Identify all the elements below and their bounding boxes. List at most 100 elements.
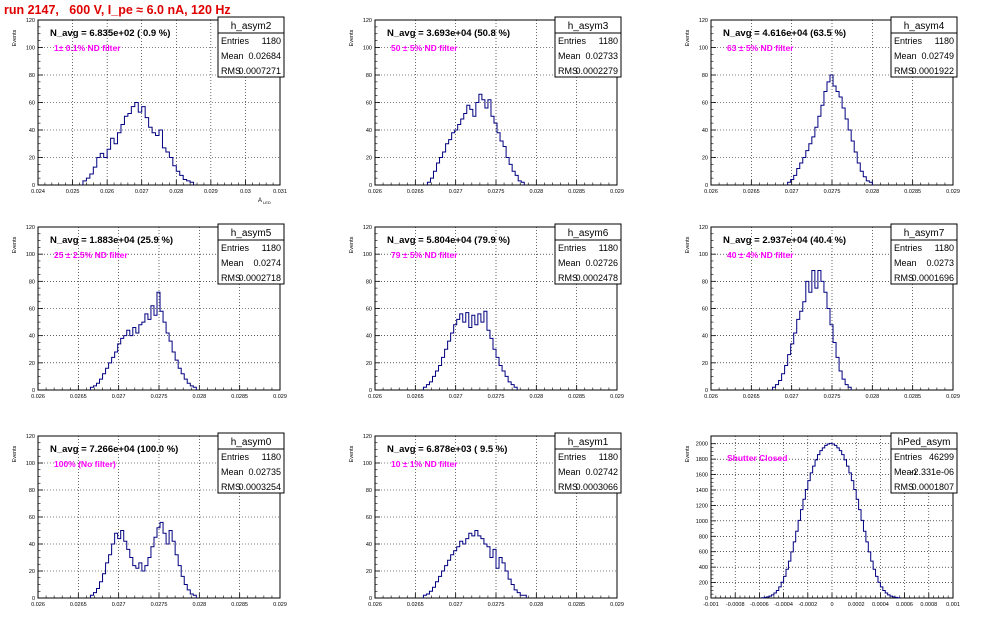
stats-label: RMS — [558, 66, 578, 76]
y-tick-label: 400 — [699, 565, 708, 571]
x-tick-label: 0.0275 — [824, 394, 841, 400]
histogram-title: h_asym3 — [568, 21, 609, 32]
y-tick-label: 0 — [369, 388, 372, 394]
y-tick-label: 20 — [702, 156, 708, 162]
histogram-panel-h_asym1: 0.026 0.0265 0.027 0.0275 0.028 0.0285 0.029 0 2… — [349, 432, 624, 608]
x-tick-label: 0.027 — [449, 394, 463, 400]
histogram-line — [89, 521, 197, 598]
x-tick-label: 0.0275 — [151, 602, 168, 608]
n-avg-header: N_avg = 4.616e+04 (63.5 %) — [723, 28, 846, 39]
y-tick-label: 120 — [699, 18, 708, 24]
x-tick-label: 0.029 — [610, 394, 624, 400]
stats-value: 0.02733 — [585, 51, 618, 61]
histogram-panel-hPed_asym: -0.001 -0.0008 -0.0006 -0.0004 -0.0002 0 0.000… — [685, 432, 960, 608]
x-tick-label: 0.029 — [273, 394, 287, 400]
x-tick-label: 0.029 — [946, 189, 960, 195]
y-tick-label: 2000 — [696, 442, 708, 448]
stats-box — [890, 32, 958, 78]
x-tick-label: 0.0275 — [488, 189, 505, 195]
histogram-title: h_asym0 — [231, 437, 272, 448]
stats-label: Entries — [558, 243, 587, 253]
histogram-panel-h_asym0: 0.026 0.0265 0.027 0.0275 0.028 0.0285 0.029 0 2… — [12, 432, 287, 608]
stats-value: 0.0003254 — [238, 482, 281, 492]
x-tick-label: 0.028 — [529, 602, 543, 608]
n-avg-header: N_avg = 2.937e+04 (40.4 %) — [723, 235, 846, 246]
x-tick-label: -0.0006 — [750, 602, 769, 608]
stats-value: 0.0002279 — [575, 66, 618, 76]
stats-value: 0.02684 — [248, 51, 281, 61]
x-tick-label: 0.027 — [785, 189, 799, 195]
stats-value: 0.0002718 — [238, 273, 281, 283]
filter-annotation: 50 ± 5% ND filter — [391, 43, 458, 53]
y-tick-label: 80 — [366, 488, 372, 494]
y-tick-label: 600 — [699, 550, 708, 556]
y-tick-label: 100 — [699, 46, 708, 52]
n-avg-header: N_avg = 7.266e+04 (100.0 %) — [50, 444, 178, 455]
stats-box — [554, 448, 622, 494]
y-tick-label: 800 — [699, 534, 708, 540]
x-tick-label: 0 — [830, 602, 833, 608]
stats-label: Mean — [558, 467, 581, 477]
filter-annotation: Shutter Closed — [727, 453, 787, 463]
x-tick-label: 0.001 — [946, 602, 960, 608]
n-avg-header: N_avg = 6.878e+03 ( 9.5 %) — [387, 444, 507, 455]
y-tick-label: 200 — [699, 581, 708, 587]
x-tick-label: 0.028 — [865, 189, 879, 195]
histogram-line — [422, 310, 518, 390]
y-tick-label: 60 — [29, 515, 35, 521]
x-tick-label: 0.028 — [865, 394, 879, 400]
x-tick-label: 0.026 — [704, 394, 718, 400]
histogram-line — [772, 269, 852, 390]
y-tick-label: 100 — [26, 46, 35, 52]
x-tick-label: 0.026 — [31, 602, 45, 608]
stats-label: RMS — [221, 482, 241, 492]
stats-value: 0.02735 — [248, 467, 281, 477]
x-tick-label: 0.0265 — [407, 394, 424, 400]
y-tick-label: 80 — [29, 488, 35, 494]
x-tick-label: 0.0265 — [743, 189, 760, 195]
x-tick-label: 0.0265 — [407, 189, 424, 195]
stats-box — [554, 32, 622, 78]
filter-annotation: 10 ± 1% ND filter — [391, 459, 458, 469]
y-axis-label: Events — [349, 445, 355, 462]
filter-annotation: 40 ± 4% ND filter — [727, 250, 794, 260]
x-tick-label: 0.03 — [240, 189, 251, 195]
histogram-title: h_asym6 — [568, 228, 609, 239]
x-axis-label: ALED — [258, 198, 271, 205]
y-tick-label: 40 — [29, 542, 35, 548]
x-tick-label: 0.026 — [368, 394, 382, 400]
y-tick-label: 1000 — [696, 519, 708, 525]
stats-label: Entries — [894, 452, 923, 462]
x-tick-label: 0.0265 — [743, 394, 760, 400]
stats-label: RMS — [558, 273, 578, 283]
x-tick-label: 0.031 — [273, 189, 287, 195]
histogram-line — [426, 93, 525, 185]
y-tick-label: 20 — [29, 361, 35, 367]
stats-box — [554, 239, 622, 285]
stats-value: 0.0002478 — [575, 273, 618, 283]
stats-value: 0.02742 — [585, 467, 618, 477]
y-tick-label: 20 — [29, 156, 35, 162]
stats-label: Entries — [894, 36, 923, 46]
y-tick-label: 20 — [29, 569, 35, 575]
y-tick-label: 40 — [29, 334, 35, 340]
y-tick-label: 20 — [702, 361, 708, 367]
filter-annotation: 100% (No filter) — [54, 459, 116, 469]
x-tick-label: -0.0008 — [726, 602, 745, 608]
y-axis-label: Events — [12, 445, 18, 462]
y-tick-label: 0 — [32, 596, 35, 602]
y-tick-label: 0 — [32, 388, 35, 394]
x-tick-label: 0.024 — [31, 189, 45, 195]
y-axis-label: Events — [12, 236, 18, 253]
x-tick-label: 0.026 — [368, 189, 382, 195]
stats-box — [217, 448, 285, 494]
stats-value: 0.0001807 — [911, 482, 954, 492]
stats-label: Mean — [894, 51, 917, 61]
y-tick-label: 80 — [366, 73, 372, 79]
y-tick-label: 20 — [366, 569, 372, 575]
stats-value: 0.02726 — [585, 258, 618, 268]
stats-value: 0.0007271 — [238, 66, 281, 76]
stats-label: Mean — [221, 258, 244, 268]
stats-label: RMS — [894, 482, 914, 492]
